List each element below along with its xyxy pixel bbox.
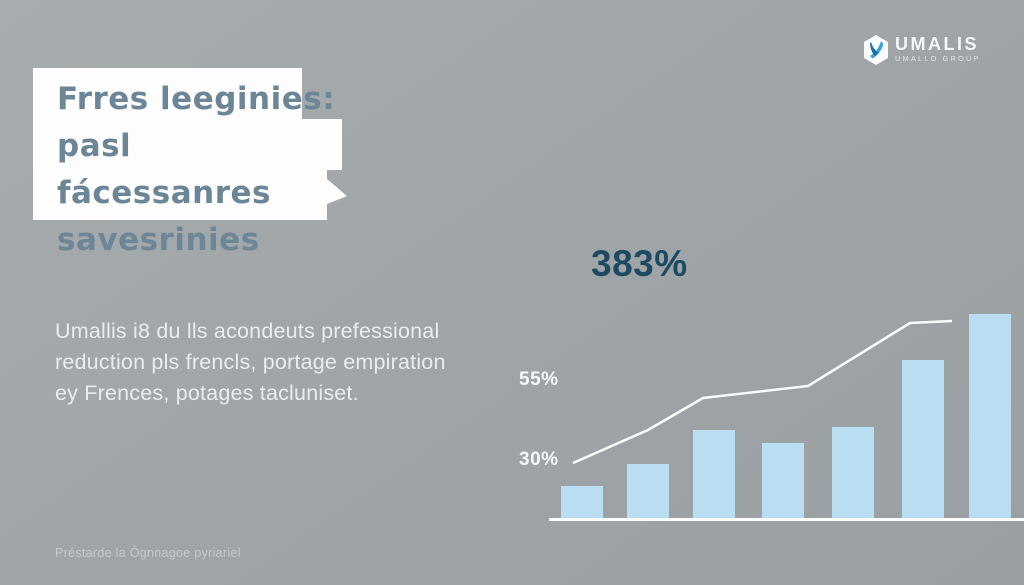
bar-4 [762, 443, 804, 518]
ytick-30: 30% [519, 449, 559, 470]
logo-text: UMALIS UMALLO GROUP [895, 34, 981, 63]
company-logo: UMALIS UMALLO GROUP [864, 34, 981, 65]
bar-5 [832, 427, 874, 518]
slide-title: Frres leeginies: pasl fácessanres savesr… [57, 76, 347, 264]
bar-2 [627, 464, 669, 518]
slide-body-text: Umallis i8 du lls acondeuts prefessional… [55, 316, 475, 409]
bar-7 [969, 314, 1011, 518]
bar-3 [693, 430, 735, 518]
title-line-3: savesrinies [57, 222, 260, 258]
title-line-2: pasl fácessanres [57, 128, 271, 211]
logo-name: UMALIS [895, 34, 979, 54]
bar-6 [902, 360, 944, 518]
umalis-swoosh-icon [864, 35, 888, 65]
headline-stat: 383% [591, 243, 688, 284]
body-line-3: ey Frences, potages tacluniset. [55, 381, 359, 405]
logo-subtitle: UMALLO GROUP [895, 54, 981, 63]
trend-line [572, 319, 953, 465]
body-line-2: reduction pls frencls, portage empiratio… [55, 350, 446, 374]
footer-caption: Préstarde la Ógnnagoe pyriariel [55, 546, 241, 560]
body-line-1: Umallis i8 du lls acondeuts prefessional [55, 319, 440, 343]
ytick-55: 55% [519, 369, 559, 390]
bar-1 [561, 486, 603, 518]
title-line-1: Frres leeginies: [57, 81, 336, 117]
